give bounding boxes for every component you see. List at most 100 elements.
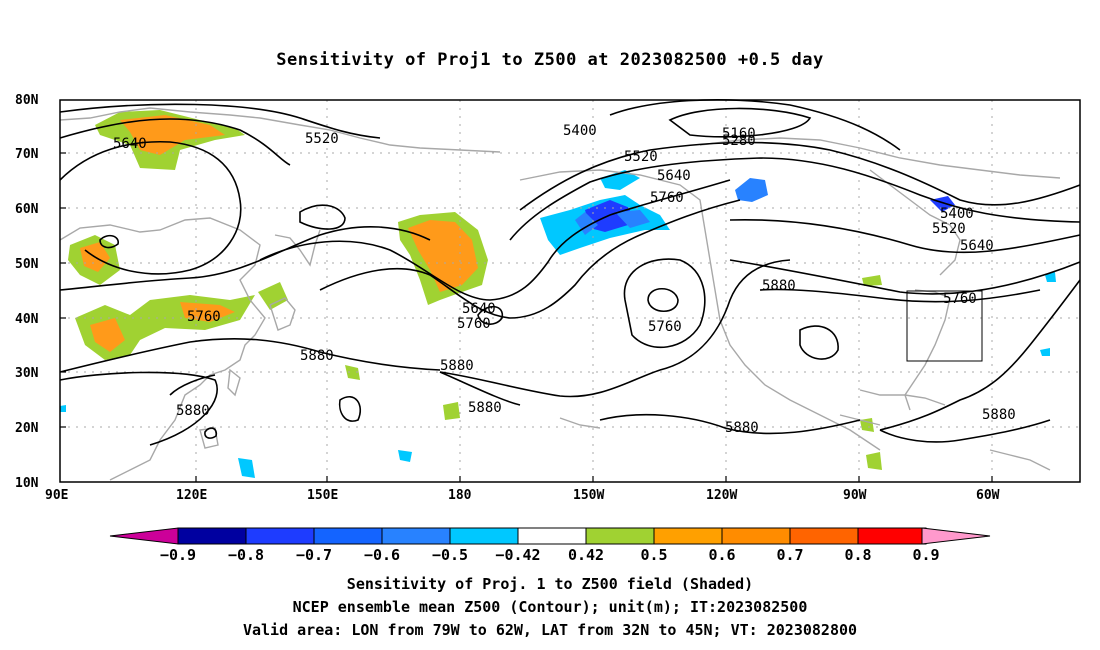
contour-5520-jet (509, 157, 1081, 241)
lon-label: 60W (976, 488, 1000, 503)
contour-5880-east (759, 288, 1041, 303)
contour-label: 5880 (762, 278, 796, 294)
contour-label: 5760 (187, 309, 221, 325)
colorbar-label: −0.9 (160, 546, 196, 564)
colorbar-label: −0.6 (364, 546, 400, 564)
coastlines (59, 107, 1061, 481)
contour-5640-east (729, 218, 1081, 254)
shade-positive-japan (258, 282, 288, 310)
contour-5880-south (439, 371, 521, 406)
lat-label: 50N (15, 257, 39, 272)
shade-positive-china-core (90, 302, 235, 352)
colorbar-low-arrow (109, 527, 179, 545)
map-frame (59, 99, 1081, 483)
lon-label: 90E (45, 488, 68, 503)
contour-trough (299, 204, 346, 230)
shade-negative-arctic (600, 170, 640, 190)
footer-line-3: Valid area: LON from 79W to 62W, LAT fro… (242, 621, 858, 639)
colorbar-label: 0.7 (776, 546, 803, 564)
colorbar-label: 0.8 (844, 546, 871, 564)
contour-5760-low (59, 226, 431, 291)
contour-label: 5520 (932, 221, 966, 237)
contour-small-ring (338, 396, 362, 422)
colorbar-box (653, 527, 723, 545)
colorbar-box (517, 527, 587, 545)
lon-label: 150W (573, 488, 604, 503)
colorbar-box (857, 527, 927, 545)
contour-loop-west (99, 234, 119, 249)
contour-label: 5880 (982, 407, 1016, 423)
contour-5880-tw (169, 374, 216, 396)
contour-5880-high (647, 287, 679, 313)
contour-label: 5880 (300, 348, 334, 364)
contour-label: 5760 (650, 190, 684, 206)
contour-5880-caribbean (879, 279, 1081, 431)
lat-label: 10N (15, 476, 39, 491)
contour-label: 5760 (457, 316, 491, 332)
valid-area-box (906, 290, 983, 362)
contour-5880-subtrop (439, 259, 791, 398)
tick-marks (60, 152, 993, 482)
colorbar-box (585, 527, 655, 545)
contour-5880-ring (59, 371, 218, 446)
lon-label: 90W (843, 488, 867, 503)
contour-5280 (609, 98, 901, 151)
contour-5400-jet (519, 141, 1081, 211)
contour-label: 5520 (624, 149, 658, 165)
colorbar-box (449, 527, 519, 545)
contour-label: 5400 (940, 206, 974, 222)
contour-label: 5640 (462, 301, 496, 317)
contour-5880-low-east (799, 325, 839, 360)
contour-label: 5640 (960, 238, 994, 254)
lon-label: 120E (176, 488, 207, 503)
lat-label: 70N (15, 147, 39, 162)
contour-small-loop-pacific (477, 305, 504, 325)
lon-label: 180 (448, 488, 472, 503)
contour-label: 5880 (176, 403, 210, 419)
footer-line-1: Sensitivity of Proj. 1 to Z500 field (Sh… (346, 575, 754, 593)
shade-negative-canada (735, 178, 768, 202)
colorbar-label: 0.6 (708, 546, 735, 564)
contour-label: 5520 (305, 131, 339, 147)
contour-small-loop (204, 427, 218, 439)
lat-label: 20N (15, 421, 39, 436)
contour-label: 5760 (648, 319, 682, 335)
contour-5160 (668, 107, 812, 138)
shade-positive-arctic-core (120, 115, 225, 155)
colorbar-label: 0.5 (640, 546, 667, 564)
contour-5880-gulf (879, 419, 1051, 443)
contour-label: 5160 (722, 126, 756, 142)
colorbar-label: −0.8 (228, 546, 264, 564)
graticule (60, 100, 1080, 482)
shade-negative-gulf-mid (575, 210, 650, 235)
contour-label: 5880 (725, 420, 759, 436)
contour-5760-high (623, 258, 706, 349)
colorbar-boxes (177, 527, 927, 545)
colorbar-label: −0.7 (296, 546, 332, 564)
colorbar-label: −0.42 (495, 546, 540, 564)
contour-label: 5640 (113, 136, 147, 152)
map-title: Sensitivity of Proj1 to Z500 at 20230825… (276, 50, 824, 70)
colorbar-box (245, 527, 315, 545)
colorbar-box (789, 527, 859, 545)
colorbar-box (381, 527, 451, 545)
lat-label: 40N (15, 312, 39, 327)
z500-contours (59, 98, 1081, 446)
contour-5640-arctic (59, 140, 242, 275)
lon-label: 120W (706, 488, 737, 503)
colorbar: −0.9 −0.8 −0.7 −0.6 −0.5 −0.42 0.42 0.5 0.6 0.7 0.… (109, 527, 991, 564)
contour-label: 5640 (657, 168, 691, 184)
contour-5760-jet (319, 199, 741, 319)
contour-5760-east (729, 259, 1081, 295)
lat-label: 30N (15, 366, 39, 381)
contour-label: 5760 (943, 291, 977, 307)
contour-label: 5280 (722, 133, 756, 149)
colorbar-high-arrow (921, 527, 991, 545)
footer-line-2: NCEP ensemble mean Z500 (Contour); unit(… (292, 598, 808, 616)
lon-label: 150E (307, 488, 338, 503)
lat-label: 60N (15, 202, 39, 217)
colorbar-label: −0.5 (432, 546, 468, 564)
colorbar-box (721, 527, 791, 545)
contour-5640-siberia (59, 118, 291, 166)
